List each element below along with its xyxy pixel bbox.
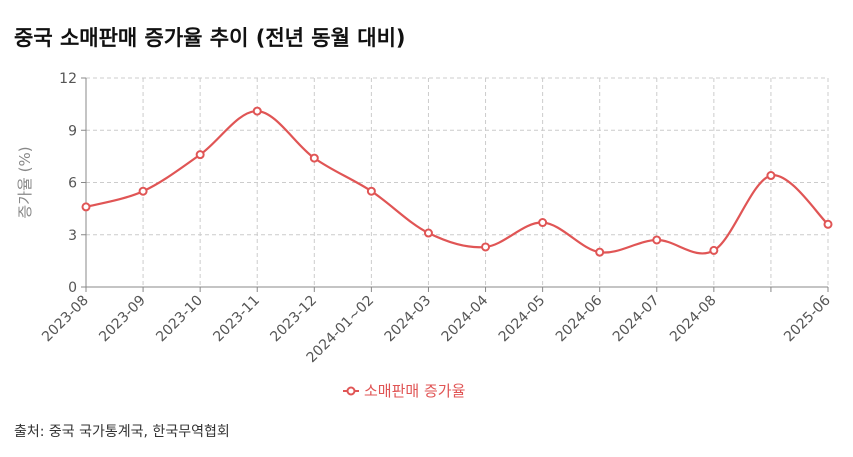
legend-label: 소매판매 증가율 <box>364 382 465 400</box>
data-point[interactable] <box>823 219 833 229</box>
data-point[interactable] <box>709 245 719 255</box>
y-tick-label: 3 <box>68 228 77 244</box>
x-tick-label: 2024-06 <box>553 292 606 345</box>
data-point[interactable] <box>195 150 205 160</box>
chart-title: 중국 소매판매 증가율 추이 (전년 동월 대비) <box>14 26 406 50</box>
x-tick-label: 2023-10 <box>153 293 206 346</box>
y-tick-label: 9 <box>68 123 77 139</box>
x-tick-label: 2024-07 <box>610 293 663 346</box>
data-point[interactable] <box>423 228 433 238</box>
source-note: 출처: 중국 국가통계국, 한국무역협회 <box>14 424 230 440</box>
data-point[interactable] <box>652 235 662 245</box>
data-points <box>81 106 833 257</box>
x-tick-label: 2024-05 <box>496 293 549 346</box>
x-tick-labels: 2023-08 2023-09 2023-10 2023-11 2023-12 2024-… <box>39 292 834 366</box>
x-tick-label: 2023-12 <box>267 293 320 346</box>
data-point[interactable] <box>481 242 491 252</box>
data-point[interactable] <box>766 171 776 181</box>
x-tick-label: 2023-08 <box>39 293 92 346</box>
legend[interactable]: 소매판매 증가율 <box>343 382 465 400</box>
data-point[interactable] <box>309 153 319 163</box>
y-tick-label: 12 <box>59 71 77 87</box>
x-tick-label: 2025-06 <box>781 292 834 345</box>
y-tick-label: 0 <box>68 280 77 296</box>
x-tick-label: 2023-11 <box>210 293 263 346</box>
y-tick-label: 6 <box>68 176 77 192</box>
grid-lines <box>85 77 829 288</box>
data-point[interactable] <box>366 186 376 196</box>
x-tick-label: 2024-08 <box>667 293 720 346</box>
data-point[interactable] <box>595 247 605 257</box>
x-tick-label: 2024-03 <box>382 293 435 346</box>
axes <box>81 77 829 292</box>
data-point[interactable] <box>252 106 262 116</box>
x-tick-label: 2024-04 <box>439 292 492 345</box>
y-axis-label: 증가율 (%) <box>16 146 34 218</box>
x-tick-label: 2023-09 <box>96 293 149 346</box>
legend-marker <box>346 386 356 396</box>
data-point[interactable] <box>81 202 91 212</box>
data-point[interactable] <box>538 218 548 228</box>
y-tick-labels: 0 3 6 9 12 <box>59 71 77 296</box>
data-point[interactable] <box>138 186 148 196</box>
